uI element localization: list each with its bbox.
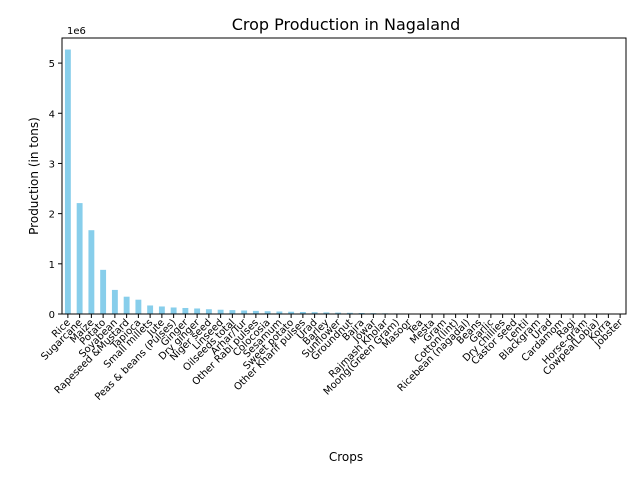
bar-3 [100, 269, 107, 314]
x-ticks-group: RiceSugarcaneMaizePotatoSoyabeanRapeseed… [39, 314, 626, 403]
bar-2 [88, 230, 95, 314]
bar-12 [205, 309, 212, 314]
bar-18 [276, 311, 283, 314]
y-tick-label: 2 [49, 210, 55, 221]
bar-22 [323, 312, 330, 314]
bar-7 [147, 305, 154, 314]
bar-8 [158, 306, 165, 314]
bar-5 [123, 296, 130, 314]
bar-24 [346, 312, 353, 314]
bar-6 [135, 299, 142, 314]
y-tick-label: 3 [49, 159, 55, 170]
y-axis-label: Production (in tons) [27, 117, 41, 235]
y-axis-offset-label: 1e6 [67, 26, 86, 37]
bar-1 [76, 203, 83, 314]
bar-10 [182, 307, 189, 314]
bar-4 [111, 289, 118, 314]
bar-19 [288, 311, 295, 314]
bar-0 [64, 49, 71, 314]
y-tick-label: 1 [49, 260, 55, 271]
bar-21 [311, 312, 318, 314]
bar-16 [252, 310, 259, 314]
y-tick-label: 5 [49, 59, 55, 70]
bar-11 [194, 308, 201, 314]
plot-frame [61, 37, 627, 315]
y-tick-label: 4 [49, 109, 55, 120]
bar-13 [217, 309, 224, 314]
bar-20 [299, 311, 306, 314]
y-ticks-group: 0 1 2 3 4 5 [49, 59, 62, 321]
bar-9 [170, 307, 177, 314]
x-axis-label: Crops [329, 450, 363, 464]
bar-15 [241, 310, 248, 314]
bar-14 [229, 310, 236, 314]
bars-group [64, 49, 624, 314]
y-tick-label: 0 [49, 310, 55, 321]
chart-title: Crop Production in Nagaland [232, 15, 461, 34]
bar-23 [335, 312, 342, 314]
bar-17 [264, 311, 271, 314]
